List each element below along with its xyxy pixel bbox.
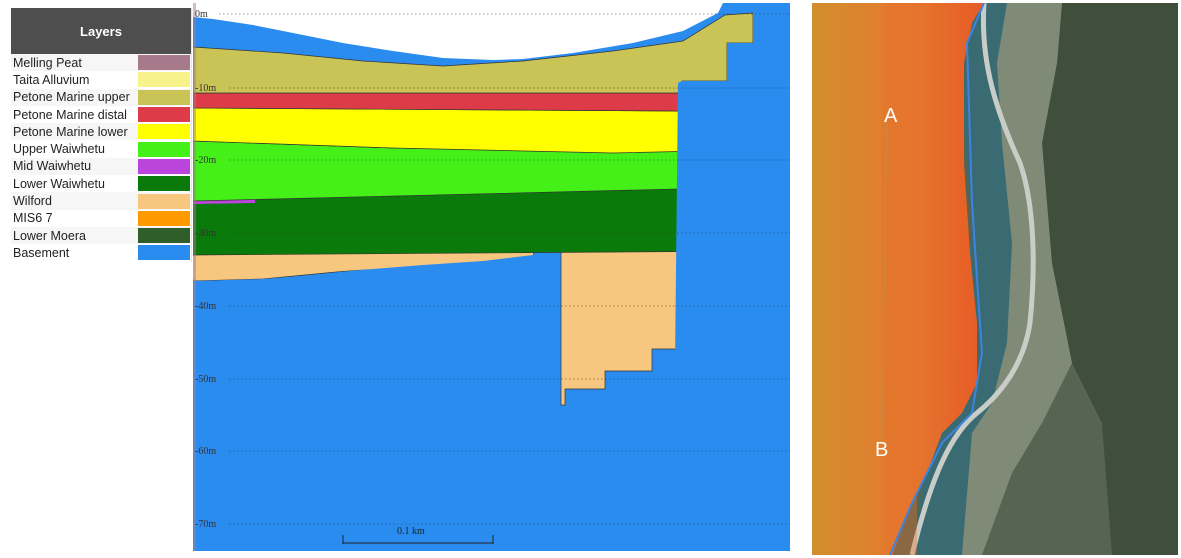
legend-item-label: Mid Waiwhetu: [13, 159, 92, 174]
map-marker-a: A: [884, 105, 898, 127]
legend-item-label: Basement: [13, 245, 70, 260]
surface-void: [193, 3, 723, 60]
legend-item-basement: Basement: [11, 244, 191, 261]
legend-item-petone-marine-distal: Petone Marine distal: [11, 106, 191, 123]
legend-list: Melling Peat Taita Alluvium Petone Marin…: [11, 54, 191, 262]
legend-item-wilford: Wilford: [11, 192, 191, 210]
legend-item-label: Wilford: [13, 194, 52, 209]
legend-swatch: [138, 228, 190, 244]
legend-item-label: Lower Waiwhetu: [13, 176, 105, 191]
legend-item-lower-waiwhetu: Lower Waiwhetu: [11, 175, 191, 192]
map-raster-overlay: [812, 3, 984, 555]
layer-basement-notch: [193, 253, 558, 551]
legend-item-label: Petone Marine upper: [13, 90, 130, 105]
legend-swatch: [138, 193, 190, 209]
legend-swatch: [138, 55, 190, 71]
layer-basement-right: [673, 3, 790, 551]
legend-item-taita-alluvium: Taita Alluvium: [11, 71, 191, 88]
map-marker-b: B: [875, 439, 888, 461]
legend-swatch: [138, 72, 190, 88]
layer-petone-marine-distal: [193, 92, 790, 115]
depth-label: -60m: [195, 446, 216, 457]
legend-swatch: [138, 124, 190, 140]
depth-label: -40m: [195, 301, 216, 312]
map-raster-band: [882, 3, 917, 555]
layer-melling-peat: [193, 3, 196, 551]
layer-wilford-fill: [193, 251, 533, 279]
legend-swatch: [138, 245, 190, 261]
depth-label: -30m: [195, 228, 216, 239]
scale-bar-label: 0.1 km: [397, 526, 425, 537]
map-road: [909, 3, 1036, 555]
depth-label: -70m: [195, 519, 216, 530]
legend-swatch: [138, 158, 190, 174]
legend-title: Layers: [11, 8, 191, 54]
legend-item-upper-waiwhetu: Upper Waiwhetu: [11, 140, 191, 157]
depth-label: -10m: [195, 83, 216, 94]
legend-item-label: Melling Peat: [13, 55, 82, 70]
depth-label: -50m: [195, 374, 216, 385]
legend-item-petone-marine-lower: Petone Marine lower: [11, 123, 191, 141]
legend-item-label: Taita Alluvium: [13, 72, 90, 87]
legend-item-lower-moera: Lower Moera: [11, 226, 191, 245]
geological-cross-section: 0m -10m -20m -30m -40m -50m -60m -70m 0.…: [193, 3, 790, 551]
layers-legend: Layers Melling Peat Taita Alluvium Peton…: [11, 8, 192, 262]
legend-swatch: [138, 210, 190, 226]
legend-item-mis6-7: MIS6 7: [11, 210, 191, 227]
scale-bar: 0.1 km: [342, 526, 494, 544]
aerial-map-svg: A B: [812, 3, 1178, 555]
legend-swatch: [138, 89, 190, 105]
map-boundary-line: [889, 3, 985, 555]
legend-item-petone-marine-upper: Petone Marine upper: [11, 88, 191, 106]
legend-item-mid-waiwhetu: Mid Waiwhetu: [11, 157, 191, 176]
cross-section-svg: 0m -10m -20m -30m -40m -50m -60m -70m 0.…: [193, 3, 790, 551]
legend-item-melling-peat: Melling Peat: [11, 54, 191, 72]
depth-label: 0m: [195, 9, 208, 20]
legend-item-label: Petone Marine lower: [13, 124, 128, 139]
depth-label: -20m: [195, 155, 216, 166]
map-section-line: [881, 110, 888, 446]
legend-item-label: Upper Waiwhetu: [13, 142, 105, 157]
legend-item-label: Petone Marine distal: [13, 107, 127, 122]
map-vegetation-dark: [1042, 3, 1178, 555]
legend-item-label: Lower Moera: [13, 228, 86, 243]
legend-swatch: [138, 107, 190, 123]
depth-axis: 0m -10m -20m -30m -40m -50m -60m -70m: [195, 9, 790, 530]
legend-swatch: [138, 176, 190, 192]
legend-swatch: [138, 141, 190, 157]
legend-item-label: MIS6 7: [13, 211, 53, 226]
aerial-map[interactable]: A B: [812, 3, 1178, 555]
